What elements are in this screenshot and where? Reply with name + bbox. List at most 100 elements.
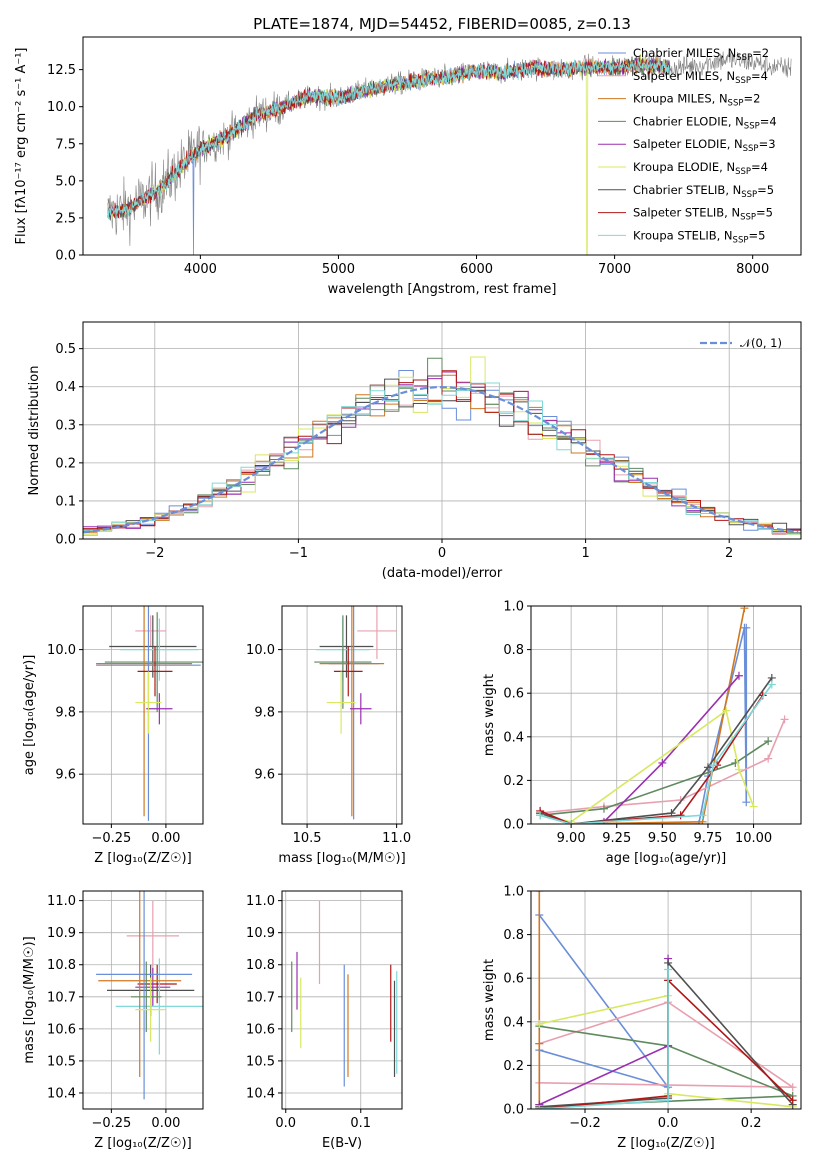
- residuals-panel: −2 −1 0 1 2 0.0 0.1 0.2 0.3 0.4 0.5 (data-model)/er…: [27, 321, 802, 581]
- age_vs_Z-plot-area: [96, 606, 203, 821]
- weight-series-4: [539, 1025, 793, 1108]
- x-tick-label: −1: [289, 546, 308, 561]
- y-tick-label: 10.4: [246, 1086, 275, 1101]
- x-tick-label: 10.5: [293, 831, 322, 846]
- axes-frame: [530, 605, 802, 825]
- residual-histogram-8: [83, 370, 801, 535]
- weight-marker: [788, 1083, 797, 1092]
- x-tick-label: 9.75: [693, 831, 722, 846]
- mass_vs_Z-plot-area: [96, 891, 203, 1100]
- weight-marker: [709, 761, 718, 770]
- x-tick-label: −0.25: [91, 1116, 131, 1131]
- weight-marker: [703, 763, 712, 772]
- y-axis-label: mass weight: [482, 959, 497, 1041]
- y-tick-label: 0.2: [503, 1059, 524, 1074]
- y-tick-label: 5.0: [55, 174, 76, 189]
- weight-marker: [764, 754, 773, 763]
- x-tick-label: −0.2: [569, 1116, 601, 1131]
- y-tick-label: 10.8: [246, 958, 275, 973]
- y-tick-label: 0.0: [503, 818, 524, 833]
- error-bar-point-7: [137, 646, 173, 697]
- y-tick-label: 0.6: [503, 687, 524, 702]
- weight-marker: [676, 811, 685, 820]
- mass_vs_Z-panel: −0.25 0.00 10.4 10.5 10.6 10.7 10.8 10.9 11.0 Z […: [22, 890, 204, 1151]
- weight-marker: [742, 623, 751, 632]
- weight-marker: [535, 1105, 544, 1109]
- x-axis-label: mass [log₁₀(M/M☉)]: [278, 851, 405, 866]
- axes-frame: [82, 890, 204, 1110]
- spectrum-ticks: 4000 5000 6000 7000 8000 0.0 2.5 5.0 7.5 10.0 12.5: [47, 63, 769, 277]
- y-tick-label: 10.6: [246, 1022, 275, 1037]
- residual-histogram-1: [83, 370, 801, 532]
- weight-series-6: [539, 994, 793, 1108]
- y-tick-label: 0.6: [503, 972, 524, 987]
- x-tick-label: 5000: [322, 262, 355, 277]
- y-tick-label: 10.0: [246, 643, 275, 658]
- weight-series-4: [540, 740, 769, 817]
- y-tick-label: 10.9: [47, 926, 76, 941]
- error-bar-point-4: [104, 612, 203, 712]
- legend-entry: Salpeter STELIB, NSSP=5: [633, 206, 773, 223]
- legend-entry: Kroupa STELIB, NSSP=5: [633, 228, 765, 245]
- x-axis-label: wavelength [Angstrom, rest frame]: [328, 282, 557, 297]
- weight_vs_age-plot-area: [536, 606, 789, 824]
- weight-marker: [734, 765, 743, 774]
- weight-marker: [698, 811, 707, 820]
- y-tick-label: 9.8: [55, 705, 76, 720]
- y-tick-label: 0.8: [503, 928, 524, 943]
- error-bar-point-8: [146, 693, 173, 725]
- y-tick-label: 10.7: [47, 990, 76, 1005]
- weight_vs_Z-ticks: −0.2 0.0 0.2 0.0 0.2 0.4 0.6 0.8 1.0: [503, 885, 761, 1132]
- legend-entry: Chabrier ELODIE, NSSP=4: [633, 114, 777, 131]
- y-axis-label: mass weight: [482, 674, 497, 756]
- y-tick-label: 9.6: [55, 768, 76, 783]
- error-bar-point-5: [115, 958, 203, 1055]
- error-bar-point-1: [126, 900, 179, 972]
- figure-title: PLATE=1874, MJD=54452, FIBERID=0085, z=0…: [253, 15, 631, 33]
- legend-entry: Kroupa ELODIE, NSSP=4: [633, 160, 768, 177]
- weight-marker: [664, 965, 673, 974]
- age_vs_mass-ticks: 10.5 11.0 9.6 9.8 10.0: [246, 643, 411, 846]
- error-bar-point-6: [96, 891, 193, 1100]
- x-tick-label: 10.00: [735, 831, 772, 846]
- age_vs_mass-plot-area: [314, 606, 397, 820]
- mass_vs_ebv-ticks: 0.0 0.1 10.4 10.5 10.6 10.7 10.8 10.9 11.0: [246, 894, 371, 1131]
- spectrum-panel: 4000 5000 6000 7000 8000 0.0 2.5 5.0 7.5 10.0 12.5…: [14, 36, 802, 297]
- x-tick-label: 4000: [184, 262, 217, 277]
- residuals-plot-area: [83, 356, 801, 536]
- y-tick-label: 0.4: [503, 1015, 524, 1030]
- error-bar-point-8: [350, 693, 372, 725]
- weight-marker: [740, 606, 749, 613]
- error-bar-point-2: [319, 615, 374, 678]
- weight-marker: [567, 820, 576, 824]
- axes-frame: [530, 890, 802, 1110]
- error-bar-point-9: [135, 671, 162, 734]
- y-tick-label: 0.0: [55, 249, 76, 264]
- y-tick-label: 10.0: [47, 100, 76, 115]
- y-tick-label: 10.0: [47, 643, 76, 658]
- y-tick-label: 0.4: [503, 730, 524, 745]
- y-tick-label: 1.0: [503, 600, 524, 615]
- weight_vs_Z-plot-area: [535, 891, 797, 1109]
- legend-entry: 𝒩(0, 1): [740, 336, 782, 350]
- weight_vs_age-panel: 9.00 9.25 9.50 9.75 10.00 0.0 0.2 0.4 0.6 0.8 1.0 a…: [482, 600, 802, 866]
- y-tick-label: 0.1: [55, 494, 76, 509]
- weight-series-8: [539, 694, 764, 824]
- normal-distribution-curve: [83, 385, 799, 534]
- error-bar-point-8: [131, 961, 162, 1033]
- weight-marker: [658, 758, 667, 767]
- error-bar-point-2: [109, 615, 197, 678]
- error-bar-point-5: [96, 606, 201, 821]
- weight-marker: [599, 804, 608, 813]
- error-bar-point-1: [357, 606, 397, 659]
- y-tick-label: 1.0: [503, 885, 524, 900]
- y-tick-label: 10.9: [246, 926, 275, 941]
- spectrum-legend: Chabrier MILES, NSSP=2 Salpeter MILES, NS…: [598, 46, 777, 245]
- weight-series-9: [539, 969, 669, 1109]
- x-axis-label: Z [log₁₀(Z/Z☉)]: [94, 1136, 191, 1151]
- x-axis-label: Z [log₁₀(Z/Z☉)]: [94, 851, 191, 866]
- y-tick-label: 0.5: [55, 342, 76, 357]
- x-tick-label: 11.0: [382, 831, 411, 846]
- model-spectrum-line-9: [107, 58, 670, 220]
